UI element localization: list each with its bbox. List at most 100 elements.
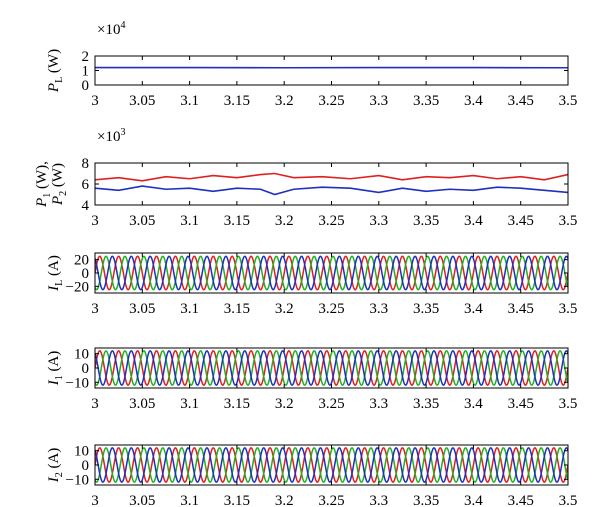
chart-panel-4: 3 3.05 3.1 3.15 3.2 3.25 3.3 3.35 3.4 3.45 3.5 −100… xyxy=(46,347,577,412)
x-tick-label: 3.25 xyxy=(318,93,344,109)
x-tick-label: 3 xyxy=(91,213,99,229)
chart-panel-1: 3 3.05 3.1 3.15 3.2 3.25 3.3 3.35 3.4 3.45 3.5 012 ×… xyxy=(46,20,577,109)
x-tick-label: 3.4 xyxy=(464,93,483,109)
x-tick-label: 3.35 xyxy=(413,493,439,507)
x-tick-label: 3.3 xyxy=(369,396,388,412)
y-tick-label: 2 xyxy=(82,49,90,65)
x-tick-label: 3.1 xyxy=(180,493,199,507)
y-tick-label: 4 xyxy=(82,198,90,214)
chart-panel-3: 3 3.05 3.1 3.15 3.2 3.25 3.3 3.35 3.4 3.45 3.5 −200… xyxy=(46,252,578,317)
x-tick-label: 3.35 xyxy=(413,396,439,412)
x-tick-label: 3.5 xyxy=(559,396,578,412)
x-tick-label: 3.2 xyxy=(275,493,294,507)
x-tick-label: 3.2 xyxy=(275,213,294,229)
x-tick-label: 3.2 xyxy=(275,396,294,412)
y-tick-label: 6 xyxy=(82,177,90,193)
x-tick-label: 3.3 xyxy=(369,493,388,507)
x-tick-label: 3.25 xyxy=(318,396,344,412)
y-axis-label: I1 (A) xyxy=(46,351,65,387)
series-line-1 xyxy=(95,172,568,182)
x-tick-label: 3.3 xyxy=(369,301,388,317)
x-tick-label: 3.35 xyxy=(413,213,439,229)
chart-panel-5: 3 3.05 3.1 3.15 3.2 3.25 3.3 3.35 3.4 3.45 3.5 −100… xyxy=(46,444,577,507)
axis-multiplier: ×103 xyxy=(97,127,125,145)
series-line-3 xyxy=(95,255,568,291)
y-tick-label: −20 xyxy=(66,279,89,295)
x-tick-label: 3.15 xyxy=(224,396,250,412)
series-line-3 xyxy=(95,447,568,483)
x-tick-label: 3.45 xyxy=(508,301,534,317)
x-tick-label: 3.35 xyxy=(413,93,439,109)
y-tick-label: 1 xyxy=(82,64,90,80)
chart-panel-2: 3 3.05 3.1 3.15 3.2 3.25 3.3 3.35 3.4 3.45 3.5 4 6 8 ×… xyxy=(34,127,577,229)
x-tick-label: 3.05 xyxy=(129,93,155,109)
x-tick-label: 3.3 xyxy=(369,93,388,109)
series-group xyxy=(95,350,568,386)
plot-frame xyxy=(94,162,569,206)
x-tick-label: 3.15 xyxy=(224,493,250,507)
x-tick-label: 3.05 xyxy=(129,396,155,412)
x-tick-label: 3 xyxy=(91,301,99,317)
y-axis-label: P1 (W), xyxy=(34,161,53,208)
series-line-3 xyxy=(95,350,568,386)
x-tick-label: 3.4 xyxy=(464,301,483,317)
x-tick-label: 3.5 xyxy=(559,93,578,109)
x-tick-label: 3.15 xyxy=(224,213,250,229)
series-line-2 xyxy=(95,350,568,386)
y-tick-label: 0 xyxy=(82,361,90,377)
series-line-2 xyxy=(95,447,568,483)
x-tick-label: 3.1 xyxy=(180,213,199,229)
x-tick-label: 3.05 xyxy=(129,213,155,229)
x-tick-label: 3.45 xyxy=(508,213,534,229)
x-tick-label: 3.35 xyxy=(413,301,439,317)
x-tick-label: 3.25 xyxy=(318,213,344,229)
x-tick-label: 3 xyxy=(91,396,99,412)
x-tick-label: 3.25 xyxy=(318,301,344,317)
axis-multiplier: ×104 xyxy=(97,20,125,38)
x-tick-label: 3.1 xyxy=(180,396,199,412)
x-tick-label: 3.1 xyxy=(180,301,199,317)
series-line-2 xyxy=(95,185,568,196)
x-tick-label: 3.3 xyxy=(369,213,388,229)
x-tick-label: 3 xyxy=(91,93,99,109)
y-tick-label: 20 xyxy=(74,253,89,269)
x-tick-label: 3.5 xyxy=(559,213,578,229)
series-group xyxy=(95,447,568,483)
series-group xyxy=(95,255,568,291)
x-tick-label: 3.5 xyxy=(559,493,578,507)
y-tick-label: −10 xyxy=(66,472,89,488)
series-line-1 xyxy=(95,255,568,291)
y-tick-label: 0 xyxy=(82,266,90,282)
y-tick-label: 8 xyxy=(82,156,90,172)
y-axis-label: I2 (A) xyxy=(46,448,65,484)
x-tick-label: 3.45 xyxy=(508,493,534,507)
x-tick-label: 3.4 xyxy=(464,493,483,507)
y-axis-label: PL (W) xyxy=(46,49,65,93)
y-tick-label: 0 xyxy=(82,458,90,474)
x-tick-label: 3.15 xyxy=(224,301,250,317)
x-tick-label: 3 xyxy=(91,493,99,507)
series-line-2 xyxy=(95,255,568,291)
x-tick-label: 3.45 xyxy=(508,93,534,109)
y-axis-label: P2 (W) xyxy=(50,163,69,206)
x-tick-label: 3.05 xyxy=(129,493,155,507)
x-tick-label: 3.4 xyxy=(464,213,483,229)
x-tick-label: 3.4 xyxy=(464,396,483,412)
x-tick-label: 3.2 xyxy=(275,93,294,109)
x-tick-label: 3.45 xyxy=(508,396,534,412)
plot-frame xyxy=(94,55,569,86)
series-line-1 xyxy=(95,447,568,483)
x-tick-label: 3.25 xyxy=(318,493,344,507)
x-tick-label: 3.2 xyxy=(275,301,294,317)
y-tick-label: −10 xyxy=(66,375,89,391)
x-tick-label: 3.1 xyxy=(180,93,199,109)
series-line-1 xyxy=(95,350,568,386)
x-tick-label: 3.05 xyxy=(129,301,155,317)
y-axis-label: IL (A) xyxy=(46,255,65,292)
y-tick-label: 10 xyxy=(74,347,89,363)
x-tick-label: 3.15 xyxy=(224,93,250,109)
series-group xyxy=(95,172,568,196)
y-tick-label: 0 xyxy=(82,78,90,94)
x-tick-label: 3.5 xyxy=(559,301,578,317)
